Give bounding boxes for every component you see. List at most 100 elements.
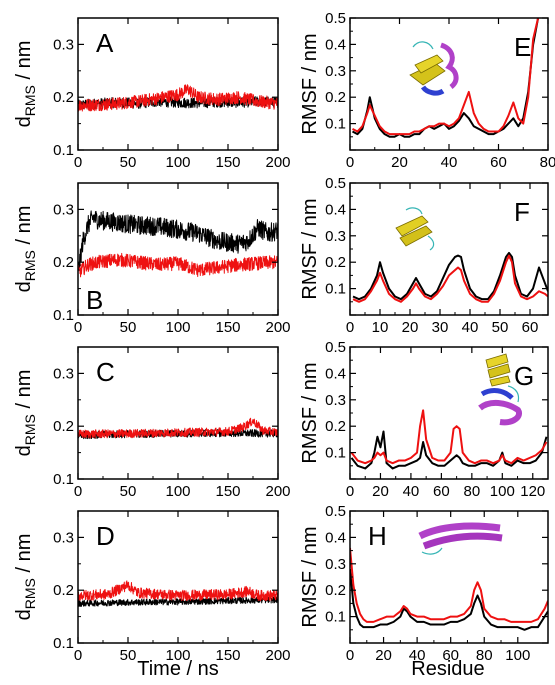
protein-structure-h-icon bbox=[418, 522, 503, 555]
right-ylabel: RMSF / nm bbox=[299, 33, 321, 134]
x-tick-label: 200 bbox=[265, 647, 290, 664]
panel-h: 0 20 40 60 80 100 0.1 0.2 0.3 0.4 0.5 H RMSF / nm bbox=[299, 503, 549, 664]
series-line-red bbox=[352, 254, 548, 303]
series-line-red bbox=[78, 417, 278, 439]
x-tick-label: 100 bbox=[505, 647, 530, 664]
x-tick-label: 80 bbox=[540, 154, 555, 171]
x-tick-label: 10 bbox=[372, 319, 389, 336]
y-tick-label: 0.1 bbox=[53, 142, 74, 159]
y-tick-label: 0.5 bbox=[325, 10, 346, 27]
y-tick-label: 0.4 bbox=[325, 36, 346, 53]
x-tick-label: 60 bbox=[442, 647, 459, 664]
y-tick-label: 0.5 bbox=[325, 503, 346, 520]
y-tick-label: 0.4 bbox=[325, 365, 346, 382]
x-tick-label: 150 bbox=[215, 483, 240, 500]
series-line-black bbox=[78, 596, 278, 607]
y-tick-label: 0.4 bbox=[325, 529, 346, 546]
left-ylabel: dRMS / nm bbox=[13, 206, 38, 293]
y-tick-label: 0.1 bbox=[325, 281, 346, 298]
right-ylabel: RMSF / nm bbox=[299, 198, 321, 299]
y-tick-label: 0.2 bbox=[325, 89, 346, 106]
y-tick-label: 0.2 bbox=[53, 89, 74, 106]
x-tick-label: 50 bbox=[120, 647, 137, 664]
x-tick-label: 50 bbox=[120, 319, 137, 336]
series-group bbox=[78, 580, 278, 607]
left-ylabel: dRMS / nm bbox=[13, 370, 38, 457]
x-tick-label: 30 bbox=[432, 319, 449, 336]
left-ylabel: dRMS / nm bbox=[13, 41, 38, 128]
x-tick-label: 100 bbox=[490, 483, 515, 500]
panel-g: 0 20 40 60 80 100 120 0.1 0.2 0.3 0.4 0.5 G RMSF / nm bbox=[299, 339, 549, 500]
series-line-red bbox=[78, 84, 278, 112]
x-tick-label: 40 bbox=[403, 483, 420, 500]
x-tick-label: 0 bbox=[74, 647, 82, 664]
y-tick-label: 0.5 bbox=[325, 175, 346, 192]
series-line-red bbox=[352, 18, 540, 136]
y-tick-label: 0.4 bbox=[325, 201, 346, 218]
x-tick-label: 100 bbox=[165, 154, 190, 171]
x-tick-label: 20 bbox=[375, 647, 392, 664]
series-group bbox=[78, 84, 278, 112]
x-tick-label: 150 bbox=[215, 319, 240, 336]
x-tick-label: 60 bbox=[433, 483, 450, 500]
x-tick-label: 80 bbox=[464, 483, 481, 500]
x-tick-label: 0 bbox=[346, 647, 354, 664]
y-tick-label: 0.1 bbox=[53, 635, 74, 652]
y-tick-label: 0.3 bbox=[325, 228, 346, 245]
y-tick-label: 0.1 bbox=[325, 116, 346, 133]
y-tick-label: 0.3 bbox=[53, 365, 74, 382]
x-tick-label: 20 bbox=[402, 319, 419, 336]
right-ylabel: RMSF / nm bbox=[299, 526, 321, 627]
x-tick-label: 50 bbox=[120, 483, 137, 500]
panel-letter: B bbox=[86, 285, 103, 315]
x-tick-label: 40 bbox=[462, 319, 479, 336]
x-tick-label: 0 bbox=[74, 319, 82, 336]
y-tick-label: 0.3 bbox=[53, 201, 74, 218]
x-tick-label: 100 bbox=[165, 647, 190, 664]
panel-letter: G bbox=[514, 361, 534, 391]
protein-structure-g-icon bbox=[478, 353, 522, 426]
x-tick-label: 50 bbox=[120, 154, 137, 171]
x-tick-label: 50 bbox=[492, 319, 509, 336]
y-tick-label: 0.3 bbox=[53, 36, 74, 53]
y-tick-label: 0.1 bbox=[53, 471, 74, 488]
x-tick-label: 0 bbox=[346, 154, 354, 171]
x-tick-label: 0 bbox=[346, 319, 354, 336]
y-tick-label: 0.1 bbox=[53, 307, 74, 324]
panel-e: 0 20 40 60 80 0.1 0.2 0.3 0.4 0.5 E RMSF / nm bbox=[299, 10, 555, 171]
y-tick-label: 0.3 bbox=[325, 556, 346, 573]
panel-letter: C bbox=[96, 357, 115, 387]
right-ylabel: RMSF / nm bbox=[299, 362, 321, 463]
x-tick-label: 60 bbox=[490, 154, 507, 171]
protein-structure-e-icon bbox=[409, 41, 459, 96]
panel-letter: F bbox=[514, 197, 530, 227]
right-xlabel: Residue bbox=[411, 658, 484, 680]
series-line-black bbox=[350, 568, 548, 631]
y-tick-label: 0.3 bbox=[53, 529, 74, 546]
x-tick-label: 80 bbox=[476, 647, 493, 664]
x-tick-label: 200 bbox=[265, 483, 290, 500]
x-tick-label: 0 bbox=[74, 154, 82, 171]
series-group bbox=[78, 417, 278, 440]
x-tick-label: 40 bbox=[441, 154, 458, 171]
x-tick-label: 200 bbox=[265, 319, 290, 336]
panel-letter: E bbox=[514, 32, 531, 62]
series-group bbox=[350, 409, 548, 470]
y-tick-label: 0.5 bbox=[325, 339, 346, 356]
series-group bbox=[352, 18, 540, 138]
series-group bbox=[78, 210, 278, 278]
series-line-black bbox=[350, 430, 548, 470]
panel-letter: H bbox=[368, 521, 387, 551]
y-tick-label: 0.1 bbox=[325, 609, 346, 626]
x-tick-label: 150 bbox=[215, 647, 240, 664]
panel-letter: A bbox=[96, 28, 114, 58]
series-line-red bbox=[78, 580, 278, 602]
x-tick-label: 60 bbox=[522, 319, 539, 336]
series-group bbox=[352, 251, 548, 303]
x-tick-label: 20 bbox=[391, 154, 408, 171]
protein-structure-f-icon bbox=[395, 207, 435, 251]
